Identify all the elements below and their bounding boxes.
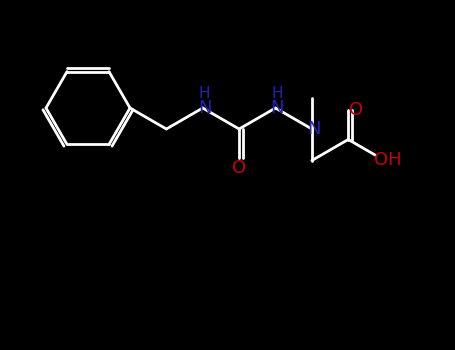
Text: H: H <box>199 86 211 102</box>
Text: O: O <box>349 101 363 119</box>
Text: H: H <box>272 86 283 102</box>
Text: OH: OH <box>374 151 401 169</box>
Text: N: N <box>198 99 212 117</box>
Text: O: O <box>232 159 246 177</box>
Text: N: N <box>307 120 321 138</box>
Text: N: N <box>271 99 284 117</box>
